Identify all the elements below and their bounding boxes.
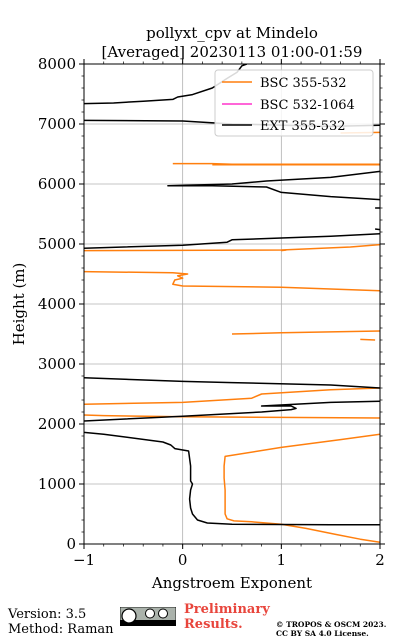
y-tick-label: 0	[66, 535, 76, 553]
series-line-ext-355-532	[375, 228, 380, 231]
chart-title-line1: pollyxt_cpv at Mindelo	[146, 24, 318, 42]
y-axis-label: Height (m)	[10, 263, 28, 346]
legend: BSC 355-532 BSC 532-1064 EXT 355-532	[214, 69, 374, 137]
version-text: Version: 3.5	[8, 607, 87, 622]
series-line-ext-355-532	[84, 233, 380, 249]
x-tick-label: 2	[375, 551, 385, 569]
series-line-bsc-355-532	[281, 249, 287, 252]
cc-by-sa-logo	[120, 607, 176, 626]
y-tick-label: 1000	[38, 475, 76, 493]
copyright-line2: CC BY SA 4.0 License.	[276, 629, 369, 638]
series-line-ext-355-532	[167, 170, 380, 201]
chart-title-line2: [Averaged] 20230113 01:00-01:59	[102, 43, 363, 61]
copyright-line1: © TROPOS & OSCM 2023.	[276, 620, 387, 629]
x-axis-label: Angstroem Exponent	[151, 574, 312, 592]
legend-box	[214, 69, 374, 137]
preliminary-line1: Preliminary	[184, 602, 270, 617]
series-line-bsc-355-532	[360, 338, 376, 341]
series-line-bsc-355-532	[84, 387, 380, 405]
series-line-ext-355-532	[84, 400, 380, 422]
series-line-bsc-355-532	[84, 414, 380, 419]
method-text: Method: Raman	[8, 622, 114, 637]
legend-label-ext-355-532: EXT 355-532	[260, 119, 346, 134]
legend-label-bsc-532-1064: BSC 532-1064	[260, 98, 355, 113]
y-tick-label: 7000	[38, 115, 76, 133]
y-tick-label: 2000	[38, 415, 76, 433]
x-tick-label: 0	[178, 551, 188, 569]
series-line-bsc-355-532	[84, 270, 380, 292]
x-tick-label: 1	[277, 551, 287, 569]
x-tick-label: −1	[73, 551, 95, 569]
series-line-ext-355-532	[84, 377, 380, 389]
legend-label-bsc-355-532: BSC 355-532	[260, 76, 347, 91]
y-tick-label: 3000	[38, 355, 76, 373]
y-tick-label: 5000	[38, 235, 76, 253]
series-line-bsc-355-532	[231, 330, 380, 335]
series-line-bsc-355-532	[223, 433, 380, 543]
preliminary-line2: Results.	[184, 617, 243, 632]
copyright-notice: © TROPOS & OSCM 2023. CC BY SA 4.0 Licen…	[276, 620, 386, 638]
series-line-bsc-355-532	[84, 243, 380, 252]
y-tick-label: 8000	[38, 55, 76, 73]
y-tick-label: 6000	[38, 175, 76, 193]
series-line-ext-355-532	[84, 431, 380, 526]
chart: pollyxt_cpv at Mindelo [Averaged] 202301…	[10, 24, 385, 592]
y-tick-label: 4000	[38, 295, 76, 313]
series-lines	[84, 64, 380, 543]
preliminary-notice: Preliminary Results.	[184, 602, 270, 632]
